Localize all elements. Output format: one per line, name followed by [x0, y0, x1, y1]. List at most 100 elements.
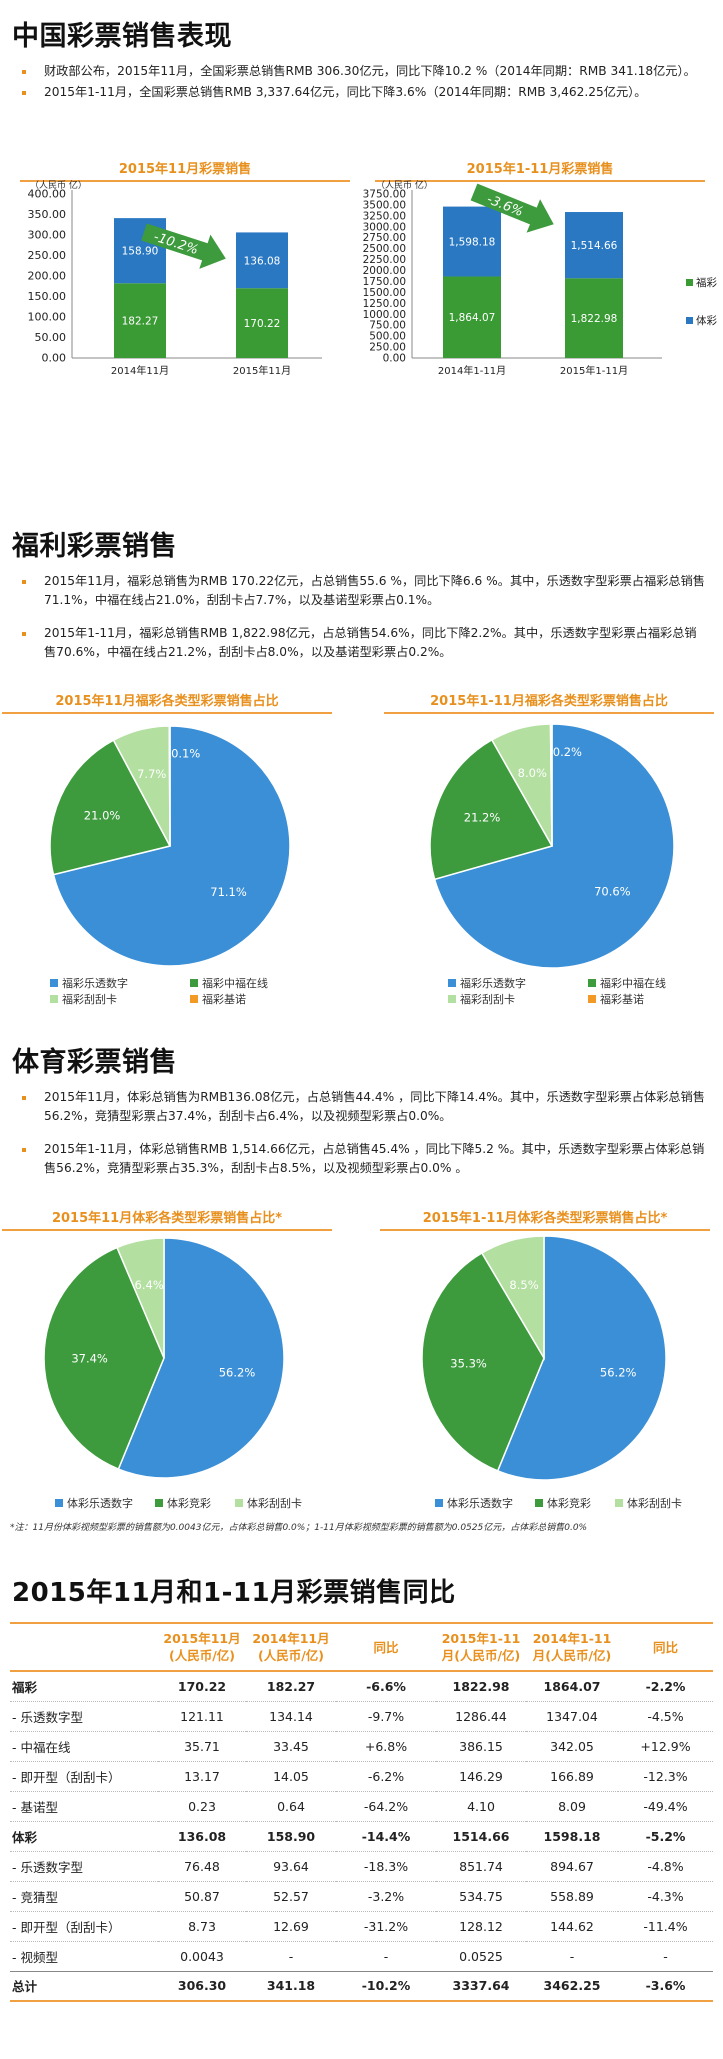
legend-label: 福彩中福在线	[202, 977, 268, 990]
pie-chart-title-sports-ytd: 2015年1-11月体彩各类型彩票销售占比*	[380, 1207, 710, 1231]
table-row: - 视频型 0.0043- -0.0525- -	[10, 1941, 713, 1972]
value-cell: 146.29	[436, 1761, 526, 1792]
bar-segment	[236, 288, 288, 358]
pie-chart-sports-nov: 56.2% 37.4% 6.4%	[43, 1237, 285, 1479]
value-cell: 0.64	[246, 1791, 336, 1822]
y-tick-label: 300.00	[28, 229, 67, 242]
pie-value-label: 8.0%	[518, 766, 547, 780]
row-label-cell: 体彩	[10, 1821, 158, 1852]
legend-label: 体彩乐透数字	[67, 1497, 133, 1510]
legend-label: 体彩	[696, 315, 717, 327]
table-header-cell: 同比	[336, 1622, 436, 1672]
value-cell: 14.05	[246, 1761, 336, 1792]
bar-segment	[443, 276, 501, 358]
value-cell: 128.12	[436, 1911, 526, 1942]
footnote: *注：11月份体彩视频型彩票的销售额为0.0043亿元，占体彩总销售0.0%；1…	[10, 1523, 588, 1533]
pie-slice	[168, 725, 171, 847]
legend-item: 福彩刮刮卡	[50, 991, 117, 1007]
value-cell: 170.22	[158, 1671, 246, 1702]
pie-value-label: 21.0%	[84, 809, 121, 823]
pie-value-label: 70.6%	[594, 885, 631, 899]
legend-item: 福彩基诺	[588, 991, 644, 1007]
y-tick-label: 1500.00	[363, 287, 406, 299]
bar-segment	[114, 283, 166, 358]
y-tick-label: 400.00	[28, 188, 67, 201]
value-cell: 35.71	[158, 1731, 246, 1762]
legend-swatch	[55, 1499, 63, 1507]
y-tick-label: 0.00	[383, 353, 406, 365]
value-cell: -4.3%	[618, 1881, 713, 1912]
y-tick-label: 150.00	[28, 290, 67, 303]
value-cell: 4.10	[436, 1791, 526, 1822]
legend-item: 体彩乐透数字	[435, 1495, 513, 1511]
y-tick-label: 1750.00	[363, 276, 406, 288]
legend-item: 体彩乐透数字	[55, 1495, 133, 1511]
value-cell: 33.45	[246, 1731, 336, 1762]
table-row: 总计 306.30 341.18 -10.2% 3337.64 3462.25 -3.6%	[10, 1970, 713, 2002]
value-cell: -6.6%	[336, 1671, 436, 1702]
x-tick-label: 2015年1-11月	[560, 364, 628, 377]
y-tick-label: 2750.00	[363, 232, 406, 244]
pie-value-label: 56.2%	[600, 1366, 637, 1380]
legend-swatch	[686, 279, 693, 286]
pie-chart-title-welfare-nov: 2015年11月福彩各类型彩票销售占比	[2, 690, 332, 714]
value-cell: -9.7%	[336, 1701, 436, 1732]
y-tick-label: 500.00	[369, 331, 406, 343]
legend-swatch	[50, 995, 58, 1003]
y-tick-label: 1000.00	[363, 309, 406, 321]
pie-legend-sports-nov: 体彩乐透数字 体彩竞彩 体彩刮刮卡	[55, 1495, 335, 1513]
value-cell: 0.0043	[158, 1941, 246, 1972]
pie-value-label: 37.4%	[71, 1351, 108, 1365]
value-cell: -	[618, 1941, 713, 1972]
legend-swatch	[588, 979, 596, 987]
table-header-cell: 2014年11月 (人民币/亿)	[246, 1622, 336, 1672]
pie-slice	[116, 1237, 165, 1359]
value-cell: 341.18	[246, 1970, 336, 2002]
section-title-china-lottery: 中国彩票销售表现	[12, 21, 232, 52]
bar-data-label: 158.90	[122, 246, 159, 258]
table-header-cell: 2014年1-11 月(人民币/亿)	[526, 1622, 618, 1672]
bar-data-label: 182.27	[122, 316, 159, 328]
row-label-cell: 福彩	[10, 1671, 158, 1702]
value-cell: -5.2%	[618, 1821, 713, 1852]
bar-data-label: 1,822.98	[571, 313, 618, 325]
bar-chart-ytd: （人民币 亿） 0.00250.00500.00750.001000.001250…	[363, 180, 718, 377]
y-tick-label: 3250.00	[363, 210, 406, 222]
value-cell: -64.2%	[336, 1791, 436, 1822]
value-cell: 342.05	[526, 1731, 618, 1762]
pie-slice	[496, 1236, 667, 1481]
x-tick-label: 2014年1-11月	[438, 364, 506, 377]
y-tick-label: 3750.00	[363, 189, 406, 201]
bar-data-label: 136.08	[244, 255, 281, 267]
value-cell: 144.62	[526, 1911, 618, 1942]
pie-slice	[117, 1237, 285, 1479]
row-label-cell: - 乐透数字型	[10, 1851, 158, 1882]
bar-chart-nov: （人民币 亿） 0.00 50.00 100.00 150.00 200.00 250.00…	[28, 180, 322, 377]
value-cell: 558.89	[526, 1881, 618, 1912]
y-tick-label: 2250.00	[363, 254, 406, 266]
pie-value-label: 8.5%	[509, 1278, 538, 1292]
pie-slice	[480, 1236, 545, 1361]
pie-legend-welfare-ytd: 福彩乐透数字 福彩中福在线 福彩刮刮卡 福彩基诺	[448, 975, 708, 1009]
table-header-cell: 2015年1-11 月(人民币/亿)	[436, 1622, 526, 1672]
table-row: 体彩 136.08 158.90 -14.4% 1514.66 1598.18 -5.2%	[10, 1821, 713, 1852]
legend-item: 福彩刮刮卡	[448, 991, 515, 1007]
value-cell: +12.9%	[618, 1731, 713, 1762]
value-cell: 182.27	[246, 1671, 336, 1702]
welfare-bullet-2: 2015年1-11月，福彩总销售RMB 1,822.98亿元，占总销售54.6%…	[18, 624, 708, 662]
value-cell: 386.15	[436, 1731, 526, 1762]
bar-data-label: 170.22	[244, 318, 281, 330]
pie-slice	[433, 723, 675, 969]
pie-chart-sports-ytd: 56.2% 35.3% 8.5%	[421, 1236, 667, 1481]
value-cell: 1822.98	[436, 1671, 526, 1702]
value-cell: 136.08	[158, 1821, 246, 1852]
summary-bullet-1: 财政部公布，2015年11月，全国彩票总销售RMB 306.30亿元，同比下降1…	[18, 62, 708, 81]
value-cell: 166.89	[526, 1761, 618, 1792]
legend-label: 福彩刮刮卡	[62, 993, 117, 1006]
row-label-cell: - 即开型（刮刮卡）	[10, 1761, 158, 1792]
pie-value-label: 7.7%	[137, 767, 166, 781]
legend-swatch	[435, 1499, 443, 1507]
summary-bullet-2: 2015年1-11月，全国彩票总销售RMB 3,337.64亿元，同比下降3.6…	[18, 83, 708, 102]
y-axis-unit: （人民币 亿）	[30, 180, 87, 191]
value-cell: 76.48	[158, 1851, 246, 1882]
